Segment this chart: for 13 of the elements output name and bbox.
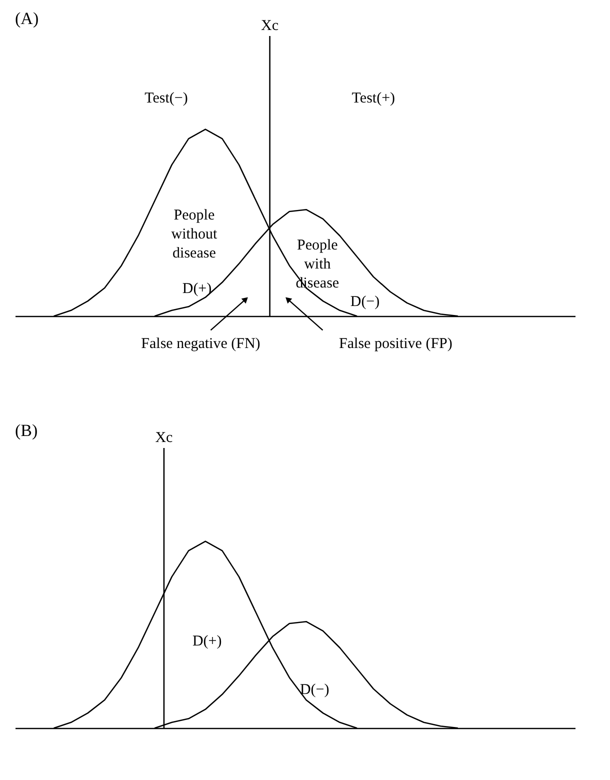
text: False positive (FP) (339, 336, 452, 352)
text: False negative (FN) (141, 336, 260, 352)
annotation: D(−) (350, 294, 380, 310)
text: Xc (261, 18, 279, 34)
chart-title: (A) (15, 9, 39, 28)
annotation: D(−) (300, 682, 330, 698)
annotation: People without disease (171, 208, 218, 262)
text: Test(−) (144, 90, 188, 107)
chart-title: (B) (15, 421, 38, 440)
annotation: D(+) (182, 281, 212, 297)
text: Test(+) (352, 90, 396, 107)
text: Xc (155, 430, 173, 446)
annotation: D(+) (192, 633, 222, 650)
